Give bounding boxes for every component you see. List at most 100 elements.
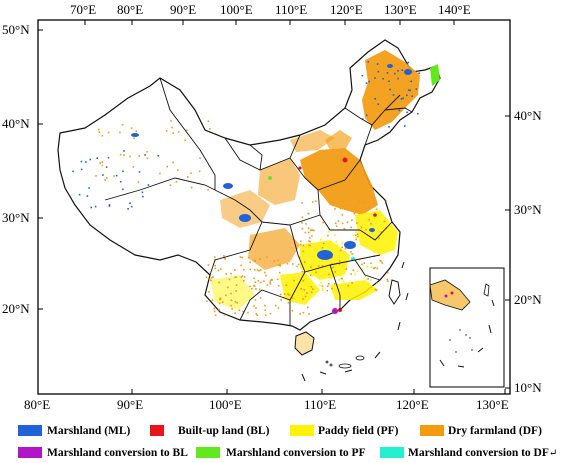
speckle-pixel — [344, 247, 347, 250]
speckle-pixel — [327, 231, 330, 233]
speckle-pixel — [258, 288, 261, 291]
speckle-pixel — [318, 284, 321, 287]
speckle-pixel — [309, 244, 312, 247]
speckle-pixel — [300, 240, 302, 243]
speckle-pixel — [279, 293, 282, 296]
speckle-pixel — [234, 269, 236, 271]
legend-swatch-paddy — [290, 425, 314, 436]
speckle-pixel — [367, 61, 370, 63]
speckle-pixel — [310, 291, 313, 294]
speckle-pixel — [358, 259, 361, 262]
speckle-pixel — [223, 314, 226, 316]
speckle-pixel — [388, 80, 390, 82]
speckle-pixel — [386, 278, 389, 281]
speckle-pixel — [255, 307, 257, 309]
dry-farmland-areas — [220, 50, 420, 270]
speckle-pixel — [277, 259, 279, 262]
speckle-pixel — [343, 227, 346, 230]
legend-swatch-marshland — [18, 425, 42, 436]
speckle-pixel — [276, 278, 279, 281]
speckle-pixel — [175, 181, 178, 183]
speckle-pixel — [198, 170, 201, 173]
speckle-pixel — [355, 237, 357, 239]
speckle-pixel — [368, 80, 370, 83]
speckle-pixel — [223, 257, 226, 259]
speckle-pixel — [286, 262, 289, 265]
speckle-pixel — [312, 260, 314, 263]
speckle-pixel — [241, 275, 244, 277]
speckle-pixel — [303, 289, 305, 291]
speckle-pixel — [265, 274, 267, 277]
speckle-pixel — [122, 188, 124, 191]
speckle-pixel — [270, 278, 273, 281]
speckle-pixel — [370, 262, 372, 264]
speckle-pixel — [113, 175, 115, 177]
speckle-pixel — [322, 242, 325, 245]
speckle-pixel — [129, 155, 131, 158]
speckle-pixel — [377, 103, 379, 105]
speckle-pixel — [374, 98, 376, 100]
speckle-pixel — [411, 95, 413, 97]
speckle-pixel — [213, 307, 216, 310]
speckle-pixel — [394, 72, 396, 75]
speckle-pixel — [239, 256, 242, 258]
speckle-pixel — [306, 292, 308, 294]
speckle-pixel — [356, 233, 359, 235]
legend-swatch-built-up — [150, 425, 164, 436]
speckle-pixel — [305, 243, 308, 245]
speckle-pixel — [287, 293, 289, 295]
speckle-pixel — [127, 208, 129, 210]
speckle-pixel — [123, 154, 125, 156]
marshland-areas — [131, 64, 412, 260]
top-lon-tick-label: 80°E — [117, 2, 144, 17]
speckle-pixel — [351, 253, 354, 255]
speckle-pixel — [218, 302, 221, 305]
speckle-pixel — [338, 279, 340, 281]
speckle-pixel — [312, 201, 314, 203]
speckle-pixel — [177, 169, 179, 171]
speckle-pixel — [317, 251, 320, 253]
speckle-pixel — [392, 94, 395, 96]
speckle-pixel — [363, 201, 365, 203]
speckle-pixel — [300, 243, 302, 246]
speckle-pixel — [218, 281, 220, 284]
speckle-pixel — [207, 188, 209, 191]
return-mark: ↵ — [548, 448, 558, 459]
speckle-pixel — [334, 222, 337, 225]
speckle-pixel — [264, 304, 266, 307]
speckle-pixel — [230, 304, 232, 307]
speckle-pixel — [307, 306, 309, 309]
bottom-lon-tick-label: 110°E — [304, 397, 337, 412]
speckle-pixel — [255, 288, 257, 290]
speckle-pixel — [190, 172, 192, 174]
speckle-pixel — [374, 266, 376, 269]
speckle-pixel — [254, 260, 257, 262]
speckle-pixel — [277, 264, 280, 266]
speckle-pixel — [219, 297, 222, 300]
bottom-lon-tick-label: 100°E — [209, 397, 242, 412]
speckle-pixel — [379, 230, 381, 233]
map-frame — [37, 19, 511, 395]
speckle-pixel — [301, 216, 304, 218]
speckle-pixel — [309, 240, 311, 243]
speckle-pixel — [144, 154, 146, 156]
speckle-pixel — [123, 150, 125, 152]
speckle-pixel — [307, 267, 309, 270]
inset-map-content — [429, 279, 495, 368]
bottom-lon-tick-label: 130°E — [476, 397, 509, 412]
speckle-pixel — [98, 128, 100, 131]
speckle-pixel — [119, 131, 121, 134]
speckle-pixel — [341, 214, 344, 216]
speckle-pixel — [341, 200, 343, 202]
speckle-pixel — [401, 69, 404, 71]
speckle-pixel — [292, 263, 294, 265]
speckle-pixel — [350, 251, 352, 253]
legend-swatch-conv-df — [380, 447, 404, 458]
speckle-pixel — [301, 227, 304, 230]
speckle-pixel — [211, 299, 214, 302]
speckle-pixel — [230, 272, 232, 275]
legend-label-dry-farmland: Dry farmland (DF) — [448, 425, 542, 437]
speckle-pixel — [214, 314, 217, 316]
speckle-pixel — [366, 266, 369, 268]
speckle-pixel — [338, 260, 341, 262]
